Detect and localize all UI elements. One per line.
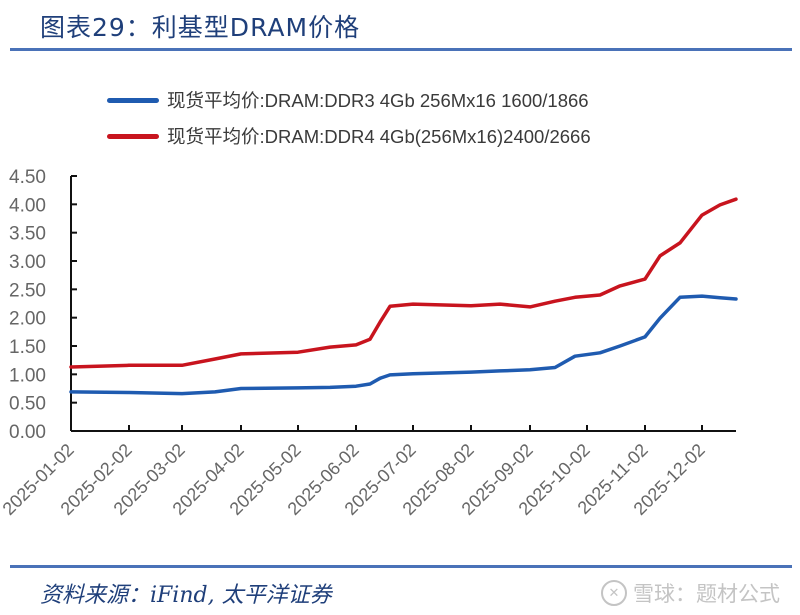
y-tick-label: 2.00: [9, 309, 46, 330]
watermark-text: 雪球：题材公式: [633, 582, 780, 606]
y-axis: 0.00 0.50 1.00 1.50 2.00 2.50 3.00 3.50 4.00 4.50: [9, 167, 77, 443]
y-tick-label: 2.50: [9, 280, 46, 301]
snowball-logo-icon: ✕: [601, 580, 627, 606]
legend-item-ddr3: 现货平均价:DRAM:DDR3 4Gb 256Mx16 1600/1866: [107, 82, 591, 118]
legend-label-ddr4: 现货平均价:DRAM:DDR4 4Gb(256Mx16)2400/2666: [167, 126, 591, 147]
y-tick-label: 0.00: [9, 422, 46, 443]
series-line-ddr4: [69, 197, 738, 369]
watermark: ✕ 雪球：题材公式: [601, 578, 780, 608]
footer-divider: [10, 565, 792, 568]
chart-legend: 现货平均价:DRAM:DDR3 4Gb 256Mx16 1600/1866 现货…: [107, 82, 591, 154]
title-divider: [10, 48, 792, 51]
series-layer: [69, 197, 738, 396]
x-axis: 2025-01-022025-02-022025-03-022025-04-02…: [0, 425, 736, 519]
y-tick-label: 3.50: [9, 224, 46, 245]
source-note: 资料来源：iFind, 太平洋证券: [40, 583, 332, 608]
y-tick-label: 0.50: [9, 394, 46, 415]
legend-swatch-ddr4: [107, 133, 159, 139]
y-tick-label: 4.50: [9, 167, 46, 188]
legend-swatch-ddr3: [107, 97, 159, 103]
chart-title: 图表29：利基型DRAM价格: [40, 13, 361, 42]
y-tick-label: 1.00: [9, 365, 46, 386]
y-tick-label: 3.00: [9, 252, 46, 273]
series-line-ddr3: [69, 294, 738, 396]
legend-item-ddr4: 现货平均价:DRAM:DDR4 4Gb(256Mx16)2400/2666: [107, 118, 591, 154]
y-tick-label: 1.50: [9, 337, 46, 358]
legend-label-ddr3: 现货平均价:DRAM:DDR3 4Gb 256Mx16 1600/1866: [167, 90, 589, 111]
y-tick-label: 4.00: [9, 195, 46, 216]
